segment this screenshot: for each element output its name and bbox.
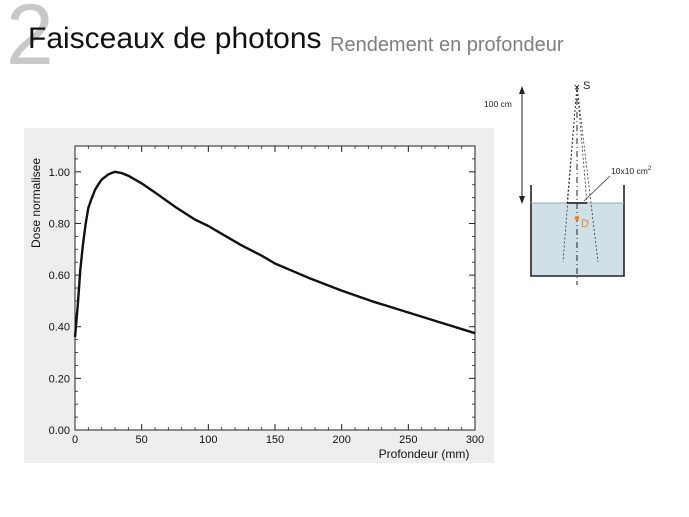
beam-field-right	[576, 85, 588, 204]
y-tick-label: 0.00	[49, 425, 70, 437]
chart-plot-area	[74, 145, 476, 431]
beam-field-left	[566, 85, 578, 204]
measurement-point	[574, 215, 580, 221]
x-axis-ticks: 0 50 100 150 200 250 300	[72, 146, 484, 446]
beam-edge-right	[576, 85, 599, 263]
x-tick-label: 150	[266, 434, 284, 446]
slide-subtitle: Rendement en profondeur	[330, 34, 564, 56]
phantom-container	[530, 185, 625, 277]
x-tick-label: 100	[199, 434, 217, 446]
plot-frame	[74, 145, 476, 431]
distance-arrow-head-bottom	[519, 196, 525, 204]
y-tick-label: 0.20	[49, 373, 70, 385]
chart-series	[73, 170, 476, 338]
distance-label: 100 cm	[484, 99, 512, 109]
distance-arrow-head-top	[519, 86, 525, 94]
y-tick-label: 0.40	[49, 322, 70, 334]
slide-number: 2	[6, 0, 54, 83]
y-axis-label: Dose normalisee	[29, 158, 43, 248]
x-tick-label: 200	[332, 434, 350, 446]
x-tick-label: 0	[72, 434, 78, 446]
y-tick-label: 0.80	[49, 218, 70, 230]
source-label: S	[583, 80, 590, 92]
source-marker: ×	[574, 82, 580, 94]
field-size-unit-exponent: 2	[648, 166, 652, 172]
field-size-label: 10x10 cm2	[611, 166, 652, 176]
measurement-point-label: D	[581, 218, 589, 230]
x-tick-label: 250	[399, 434, 417, 446]
y-tick-label: 1.00	[49, 167, 70, 179]
y-tick-label: 0.60	[49, 270, 70, 282]
field-size-leader	[583, 175, 611, 202]
y-axis-ticks: 0.00 0.20 0.40 0.60 0.80 1.00	[49, 158, 475, 437]
depth-dose-curve	[73, 170, 476, 338]
slide-title: Faisceaux de photons	[28, 22, 322, 55]
x-tick-label: 50	[136, 434, 148, 446]
x-axis-label: Profondeur (mm)	[379, 447, 470, 461]
x-tick-label: 300	[466, 434, 484, 446]
water-phantom	[531, 203, 624, 276]
